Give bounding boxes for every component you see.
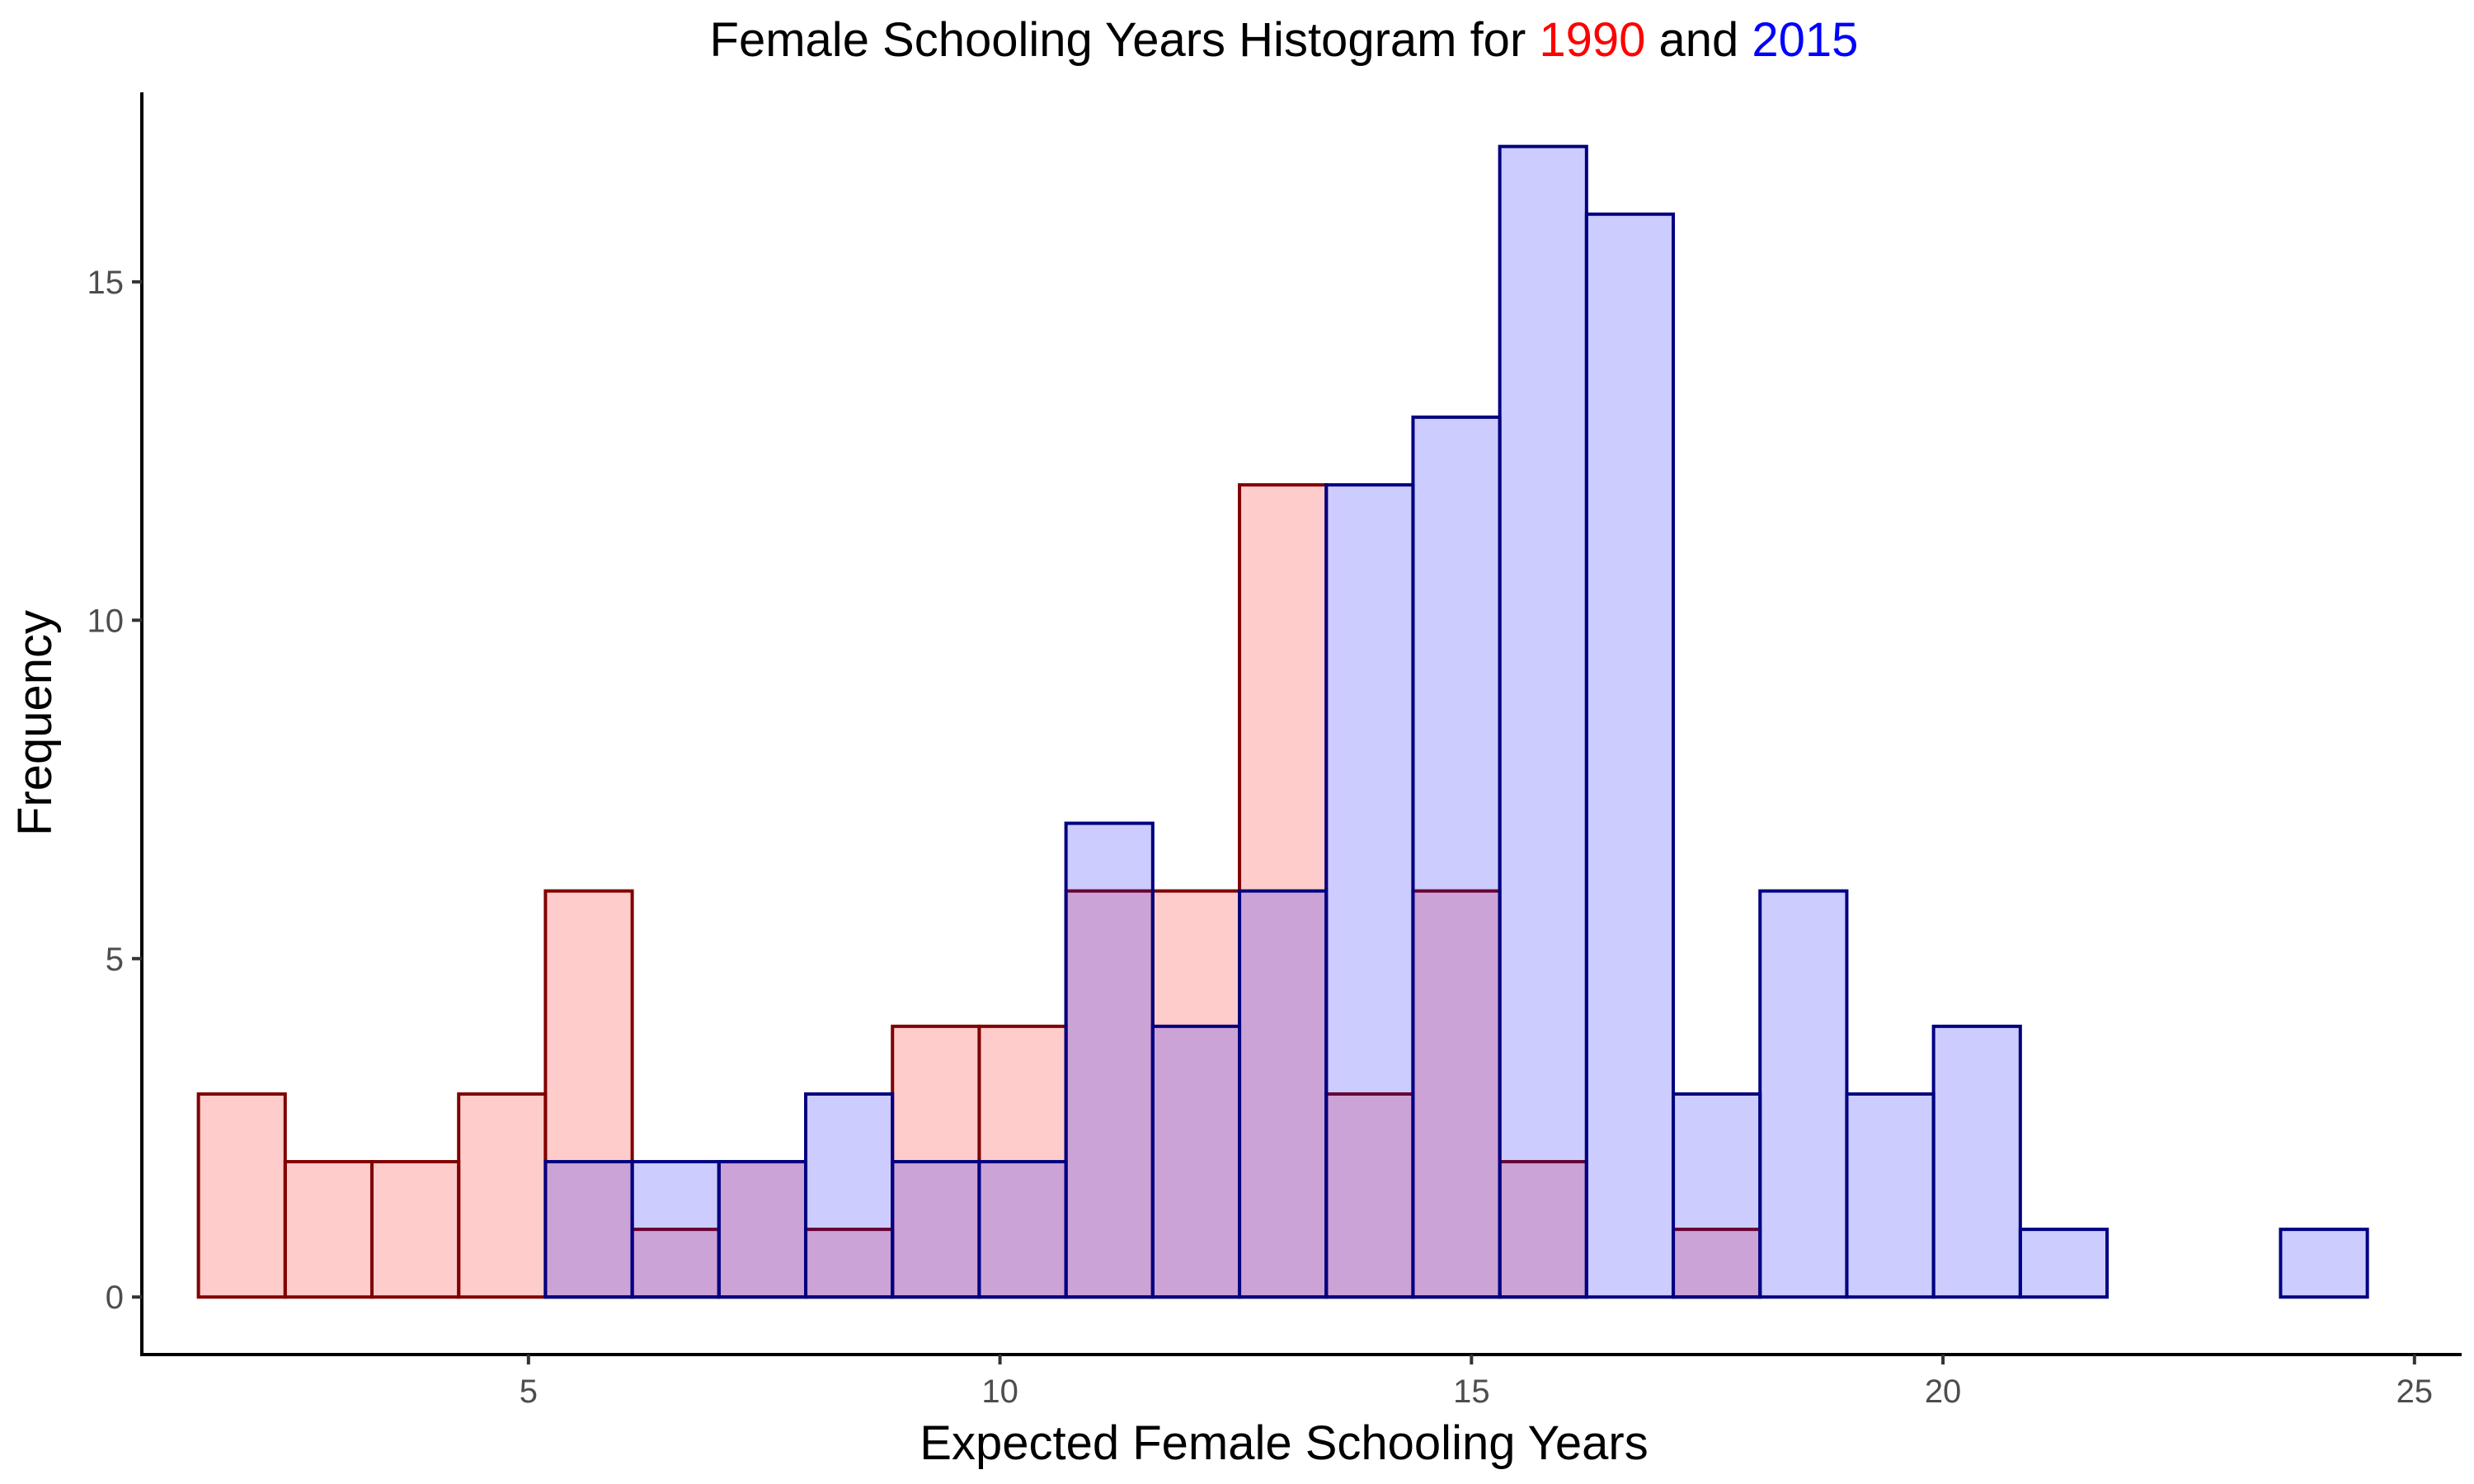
bar-1990-11 [1150,889,1242,1299]
bar-2015-8 [891,1160,981,1299]
x-axis-ticks: 5 10 15 20 25 [520,1355,2433,1410]
series-2015-bars [543,144,2369,1299]
bar-1990-1 [283,1160,374,1299]
bar-2015-19 [1845,1092,1935,1299]
bar-2015-16 [1584,212,1676,1299]
chart-title-year-1990: 1990 [1539,13,1645,67]
x-axis-title: Expected Female Schooling Years [920,1416,1648,1470]
x-tick-label: 25 [2396,1374,2434,1410]
bar-2015-5 [630,1160,721,1299]
y-tick-label: 0 [106,1280,124,1316]
chart-title: Female Schooling Years Histogram for 199… [710,13,1859,67]
y-tick-label: 15 [87,265,125,301]
chart-title-middle: and [1645,13,1752,67]
bar-2015-11 [1150,1024,1242,1299]
bar-2015-20 [1931,1024,2022,1299]
bar-2015-18 [1758,889,1849,1299]
bar-1990-13 [1324,1092,1415,1299]
bar-2015-9 [977,1160,1068,1299]
bar-1990-2 [370,1160,461,1299]
y-tick-label: 5 [106,942,124,978]
bar-2015-15 [1498,144,1588,1299]
x-tick-label: 15 [1453,1374,1490,1410]
bar-2015-4 [543,1160,634,1299]
y-axis-ticks: 0 5 10 15 [87,265,142,1316]
bar-1990-3 [457,1092,548,1299]
y-tick-label: 10 [87,603,125,639]
bar-2015-17 [1672,1092,1762,1299]
bar-2015-6 [717,1160,808,1299]
bar-2015-7 [804,1092,895,1299]
series-1990-bars [196,483,1762,1299]
bar-2015-21 [2018,1228,2109,1299]
bar-1990-0 [196,1092,287,1299]
x-tick-label: 5 [520,1374,538,1410]
x-tick-label: 20 [1925,1374,1962,1410]
chart-title-prefix: Female Schooling Years Histogram for [710,13,1540,67]
bar-2015-24 [2279,1228,2369,1299]
x-tick-label: 10 [981,1374,1018,1410]
bar-2015-13 [1324,483,1415,1299]
bar-2015-10 [1064,821,1155,1299]
y-axis-title: Frequency [8,610,62,836]
chart-title-year-2015: 2015 [1752,13,1858,67]
bar-2015-12 [1238,889,1329,1299]
bar-2015-14 [1411,416,1502,1299]
